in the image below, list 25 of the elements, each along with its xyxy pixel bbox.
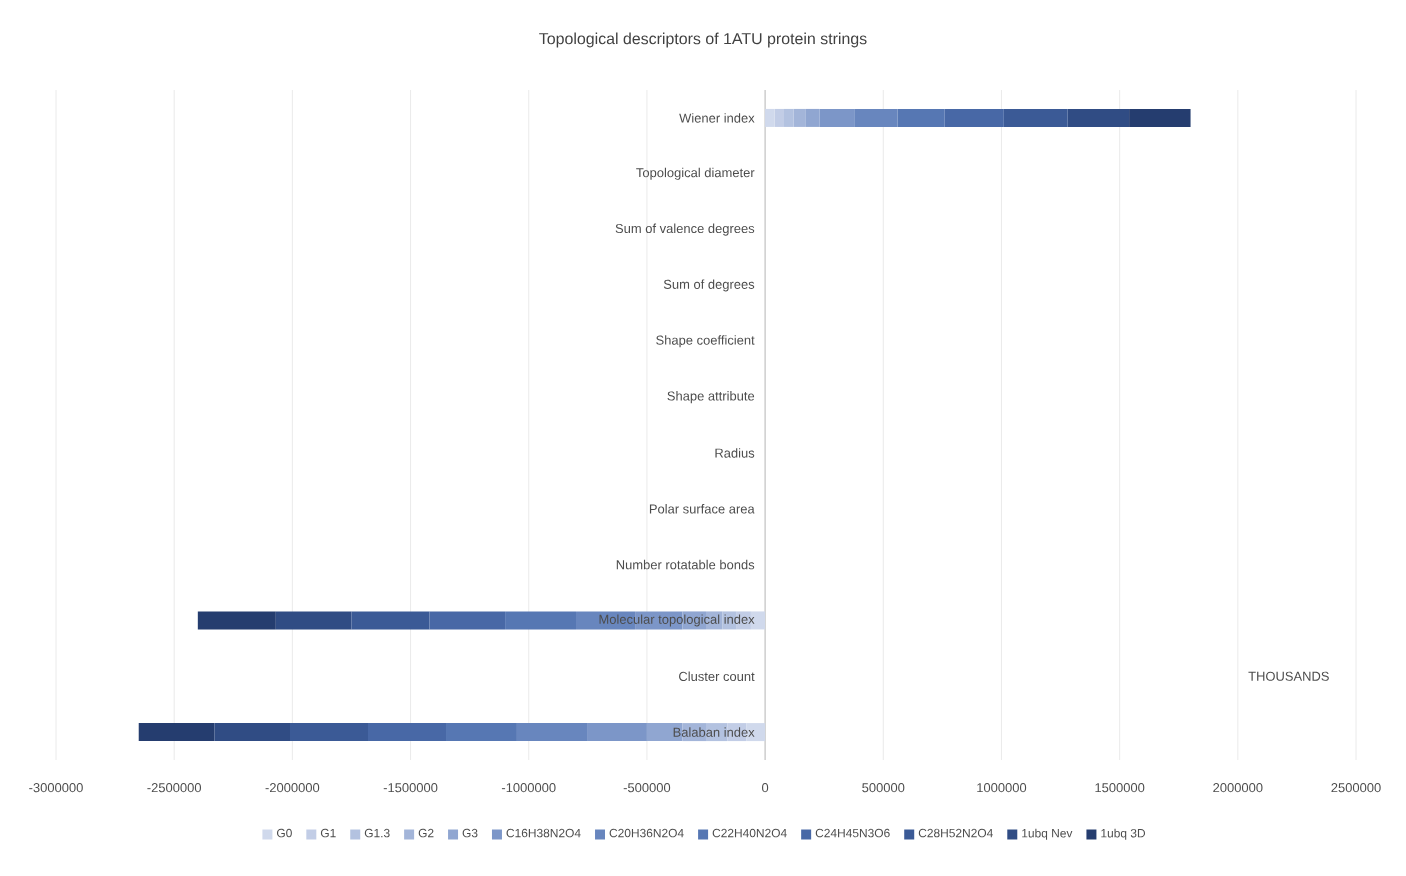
bar bbox=[505, 611, 577, 630]
bar bbox=[368, 723, 447, 742]
bar bbox=[1129, 108, 1191, 127]
bar bbox=[275, 611, 352, 630]
bar bbox=[854, 108, 898, 127]
bar bbox=[944, 108, 1004, 127]
bar bbox=[897, 108, 945, 127]
bar bbox=[805, 108, 820, 127]
bar bbox=[819, 108, 855, 127]
bar bbox=[429, 611, 506, 630]
bar bbox=[351, 611, 430, 630]
bar bbox=[214, 723, 290, 742]
bar bbox=[587, 723, 647, 742]
bar bbox=[793, 108, 806, 127]
bar bbox=[706, 611, 723, 630]
bar bbox=[516, 723, 588, 742]
bar bbox=[290, 723, 368, 742]
bar bbox=[1067, 108, 1130, 127]
bar bbox=[784, 108, 794, 127]
bar bbox=[197, 611, 276, 630]
bar bbox=[446, 723, 517, 742]
bar bbox=[765, 108, 775, 127]
bar bbox=[138, 723, 215, 742]
bar bbox=[1003, 108, 1068, 127]
bar bbox=[774, 108, 785, 127]
